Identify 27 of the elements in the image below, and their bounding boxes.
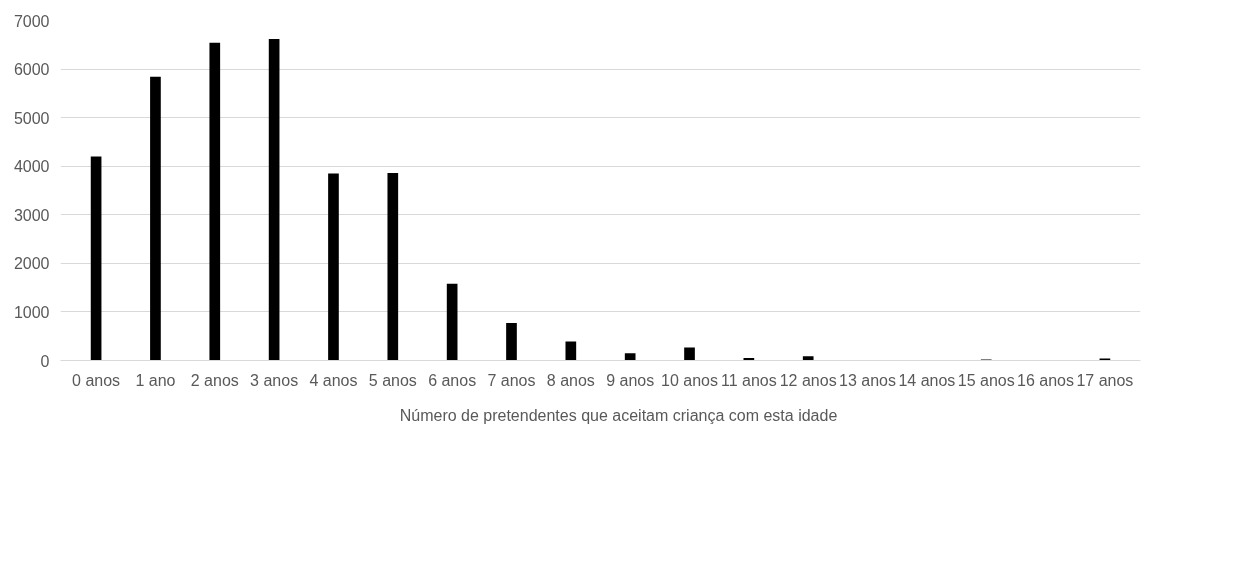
y-tick-label: 6000 — [13, 61, 50, 79]
x-tick-label: 13 anos — [839, 371, 896, 389]
x-tick-label: 11 anos — [720, 371, 777, 389]
x-tick-label: 15 anos — [957, 371, 1015, 389]
x-tick-label: 16 anos — [1017, 371, 1075, 389]
x-tick-label: 5 anos — [368, 371, 417, 389]
x-tick-label: 6 anos — [428, 371, 477, 389]
x-tick-label: 14 anos — [898, 371, 956, 389]
x-tick-label: 12 anos — [779, 371, 837, 389]
x-tick-label: 2 anos — [190, 371, 239, 389]
x-tick-label: 4 anos — [309, 371, 358, 389]
x-tick-label: 7 anos — [487, 371, 536, 389]
x-tick-label: 8 anos — [546, 371, 595, 389]
text: Número de pretendentes que aceitam criança com esta idade — [399, 407, 838, 425]
y-tick-label: 4000 — [13, 158, 50, 176]
x-tick-label: 17 anos — [1076, 371, 1134, 389]
x-tick-label: 10 anos — [661, 371, 718, 389]
x-tick-label: 0 anos — [72, 371, 121, 389]
y-tick-label: 5000 — [13, 109, 50, 127]
y-tick-label: 0 — [40, 352, 50, 370]
x-tick-label: 9 anos — [606, 371, 655, 389]
y-tick-label: 3000 — [13, 206, 50, 224]
x-tick-label: 3 anos — [250, 371, 299, 389]
y-tick-label: 2000 — [13, 255, 50, 273]
x-tick-label: 1 ano — [135, 371, 176, 389]
y-tick-label: 1000 — [13, 303, 50, 321]
y-tick-label: 7000 — [13, 12, 50, 30]
